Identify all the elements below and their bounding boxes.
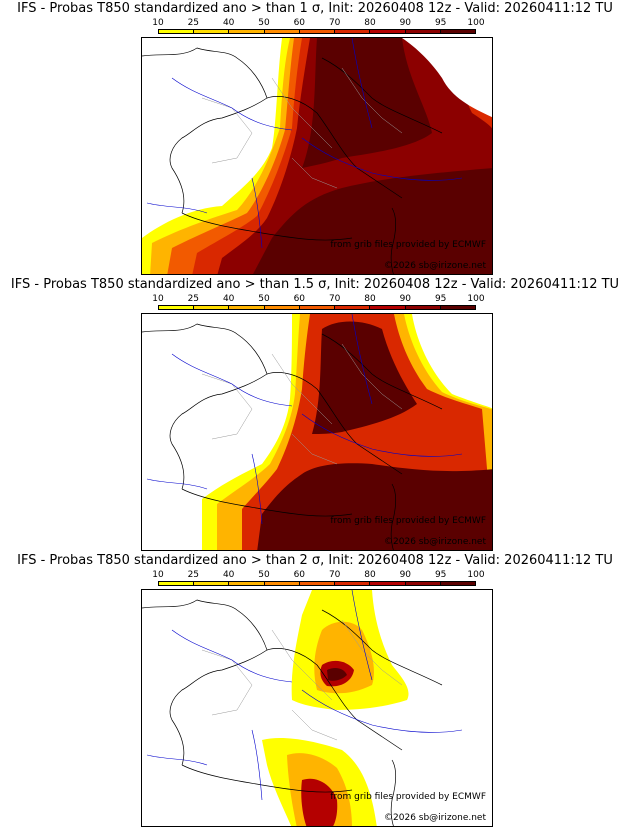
probability-field: [262, 590, 409, 826]
colorbar-swatch: [440, 582, 475, 585]
map-frame: from grib files provided by ECMWF ©2026 …: [141, 589, 493, 827]
colorbar-swatch: [229, 30, 265, 33]
colorbar-swatch: [405, 306, 441, 309]
credit-source: from grib files provided by ECMWF: [330, 792, 486, 802]
colorbar-swatch: [264, 582, 300, 585]
credit-copyright: ©2026 sb@irizone.net: [384, 537, 486, 547]
credit-copyright: ©2026 sb@irizone.net: [384, 261, 486, 271]
colorbar-tick: 25: [187, 18, 200, 28]
colorbar-swatch: [299, 30, 336, 33]
colorbar-tick: 40: [222, 570, 235, 580]
colorbar-swatch: [299, 582, 336, 585]
colorbar-tick: 10: [152, 18, 164, 28]
colorbar-swatch: [440, 306, 475, 309]
colorbar-tick: 60: [293, 570, 306, 580]
colorbar-tick: 40: [222, 18, 235, 28]
colorbar-swatch: [405, 30, 441, 33]
panel-2: IFS - Probas T850 standardized ano > tha…: [0, 276, 630, 552]
colorbar-tick: 25: [187, 570, 200, 580]
colorbar-swatch: [159, 582, 195, 585]
colorbar-swatch: [229, 582, 265, 585]
credit-copyright: ©2026 sb@irizone.net: [384, 813, 486, 823]
colorbar-swatch: [264, 30, 300, 33]
panel-1: IFS - Probas T850 standardized ano > tha…: [0, 0, 630, 276]
region-borders: [201, 343, 403, 465]
colorbar-tick: 95: [434, 18, 447, 28]
probability-map: [142, 314, 492, 550]
colorbar-swatch: [335, 582, 371, 585]
rivers: [146, 38, 463, 249]
colorbar-tick: 50: [258, 570, 270, 580]
colorbar-tick: 60: [293, 294, 306, 304]
region-borders: [201, 619, 403, 741]
colorbar: 10 25 40 50 60 70 80 90 95 100: [152, 570, 485, 586]
colorbar-swatch: [299, 306, 336, 309]
probability-field: [142, 38, 492, 274]
colorbar-tick: 70: [328, 570, 341, 580]
colorbar-swatch: [370, 582, 406, 585]
colorbar-swatch: [229, 306, 265, 309]
colorbar-swatches: [158, 581, 476, 586]
colorbar-swatch: [194, 582, 230, 585]
colorbar-tick: 80: [364, 570, 376, 580]
colorbar-swatch: [405, 582, 441, 585]
rivers: [146, 314, 463, 525]
probability-map: [142, 38, 492, 274]
colorbar-swatch: [194, 30, 230, 33]
colorbar-tick: 90: [399, 294, 412, 304]
colorbar-swatch: [335, 306, 371, 309]
colorbar-swatch: [194, 306, 230, 309]
credit-source: from grib files provided by ECMWF: [330, 240, 486, 250]
rivers: [146, 590, 463, 801]
credit-source: from grib files provided by ECMWF: [330, 516, 486, 526]
colorbar-tick: 80: [364, 18, 376, 28]
map-frame: from grib files provided by ECMWF ©2026 …: [141, 313, 493, 551]
colorbar-tick: 90: [399, 18, 412, 28]
colorbar-tick: 100: [467, 570, 485, 580]
colorbar-tick: 70: [328, 18, 341, 28]
colorbar: 10 25 40 50 60 70 80 90 95 100: [152, 294, 485, 310]
colorbar-tick: 80: [364, 294, 376, 304]
colorbar: 10 25 40 50 60 70 80 90 95 100: [152, 18, 485, 34]
colorbar-tick: 10: [152, 294, 164, 304]
colorbar-swatch: [159, 306, 195, 309]
colorbar-swatches: [158, 29, 476, 34]
colorbar-swatch: [370, 30, 406, 33]
colorbar-tick: 95: [434, 570, 447, 580]
colorbar-swatch: [370, 306, 406, 309]
map-frame: from grib files provided by ECMWF ©2026 …: [141, 37, 493, 275]
panel-title: IFS - Probas T850 standardized ano > tha…: [10, 277, 620, 292]
colorbar-tick: 50: [258, 294, 270, 304]
colorbar-tick: 40: [222, 294, 235, 304]
colorbar-swatch: [335, 30, 371, 33]
colorbar-swatch: [264, 306, 300, 309]
colorbar-tick: 70: [328, 294, 341, 304]
colorbar-tick: 10: [152, 570, 164, 580]
colorbar-tick: 100: [467, 18, 485, 28]
panel-title: IFS - Probas T850 standardized ano > tha…: [17, 1, 613, 16]
probability-map: [142, 590, 463, 826]
colorbar-swatch: [159, 30, 195, 33]
colorbar-tick: 60: [293, 18, 306, 28]
country-borders: [142, 323, 443, 550]
panel-title: IFS - Probas T850 standardized ano > tha…: [17, 553, 613, 568]
colorbar-swatches: [158, 305, 476, 310]
country-borders: [142, 599, 443, 826]
colorbar-tick: 50: [258, 18, 270, 28]
colorbar-tick: 100: [467, 294, 485, 304]
colorbar-swatch: [440, 30, 475, 33]
region-borders: [201, 67, 403, 189]
colorbar-tick: 90: [399, 570, 412, 580]
colorbar-tick: 25: [187, 294, 200, 304]
panel-3: IFS - Probas T850 standardized ano > tha…: [0, 552, 630, 828]
colorbar-tick: 95: [434, 294, 447, 304]
country-borders: [142, 47, 443, 274]
